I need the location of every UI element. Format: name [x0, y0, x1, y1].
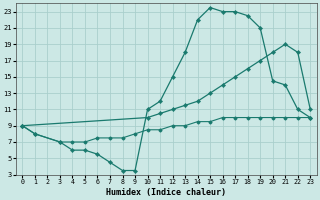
X-axis label: Humidex (Indice chaleur): Humidex (Indice chaleur) — [106, 188, 226, 197]
